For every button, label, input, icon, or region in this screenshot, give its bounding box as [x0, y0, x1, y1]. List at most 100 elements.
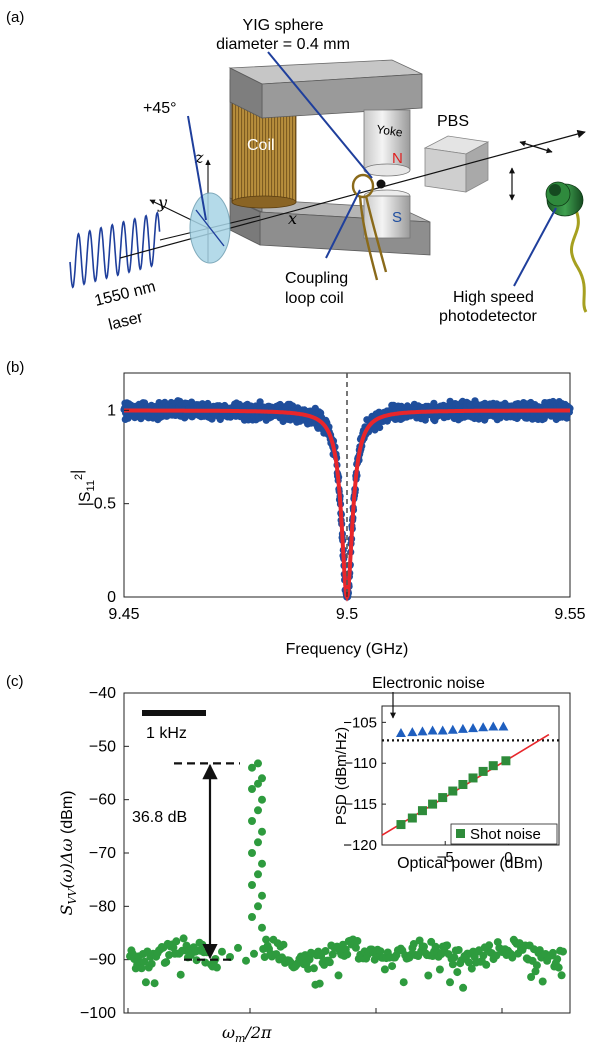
panel-c-ytick-label: −50: [89, 738, 116, 755]
panel-b-ytick-label: 0: [107, 589, 116, 606]
panel-c-data-point: [454, 946, 463, 954]
panel-c-data-point: [548, 948, 557, 957]
panel-c-peak-point: [254, 779, 262, 788]
panel-c-peak-point: [254, 806, 262, 815]
panel-c-data-point: [399, 978, 408, 987]
inset-ytick-label: −115: [344, 796, 377, 813]
electronic-noise-point: [447, 724, 458, 734]
panel-c-data-point: [448, 960, 457, 969]
south-label: S: [392, 209, 402, 226]
panel-c-peak-point: [248, 817, 256, 825]
panel-c-peak-point: [254, 838, 262, 847]
panel-c-data-point: [176, 970, 185, 979]
panel-c-ytick-label: −40: [89, 685, 116, 702]
inset-xlabel: Optical power (dBm): [397, 855, 543, 872]
inset-xtick-label: −5: [437, 849, 454, 866]
scale-bar-label: 1 kHz: [146, 725, 187, 742]
polarization-arrows: [509, 140, 553, 201]
panel-c-label: (c): [6, 673, 24, 690]
shot-noise-point: [488, 761, 498, 771]
panel-c-xtick-omega: ωm/2π: [222, 1023, 272, 1045]
coupling-loop: [351, 173, 388, 281]
shot-noise-point: [478, 766, 488, 776]
shot-noise-point: [468, 773, 478, 783]
panel-c-data-point: [508, 953, 517, 962]
panel-b-xlabel: Frequency (GHz): [286, 641, 409, 658]
panel-c-data-point: [424, 971, 433, 980]
panel-b-ytick-label: 0.5: [94, 496, 116, 513]
panel-b-data-point: [376, 423, 384, 432]
panel-c-data-point: [485, 941, 494, 950]
panel-c-data-point: [218, 947, 226, 956]
pbs-cube: PBS: [423, 113, 490, 193]
panel-c-data-point: [343, 950, 352, 959]
panel-c-data-point: [459, 983, 468, 992]
panel-c-data-point: [351, 943, 360, 952]
panel-c-data-point: [538, 977, 547, 986]
electronic-noise-point: [427, 725, 438, 735]
panel-c-data-point: [380, 965, 389, 974]
panel-c-peak-point: [258, 795, 266, 804]
yoke-label: Yoke: [376, 122, 404, 140]
panel-c-data-point: [140, 957, 149, 966]
electronic-noise-point: [478, 722, 489, 732]
axis-z-label: z: [194, 148, 204, 167]
panel-c: (c) −100−90−80−70−60−50−40 1 kHz 36.8 dB…: [6, 673, 571, 1045]
panel-b-xtick-label: 9.45: [108, 606, 139, 623]
electronic-noise-point: [488, 721, 499, 731]
panel-c-data-point: [198, 940, 207, 949]
panel-c-data-point: [435, 965, 444, 974]
dynamic-range-annotation: [174, 762, 240, 961]
inset-plot: −5 0 −120 −115 −110 −105 Electronic noise Sho…: [333, 675, 560, 872]
pd-label-line1: High speed: [453, 289, 534, 306]
photodetector: [545, 181, 588, 313]
shot-noise-point: [501, 756, 511, 766]
panel-c-data-point: [260, 953, 269, 961]
panel-c-peak-point: [248, 785, 256, 793]
panel-c-ytick-label: −90: [89, 952, 116, 969]
panel-c-data-point: [450, 953, 459, 962]
panel-c-data-point: [479, 951, 488, 960]
inset-legend-marker: [456, 829, 465, 838]
inset-ytick-label: −110: [344, 755, 377, 772]
panel-b-xtick-label: 9.5: [336, 606, 358, 623]
panel-c-data-point: [315, 979, 324, 988]
panel-c-data-point: [532, 961, 541, 970]
panel-c-data-point: [482, 960, 491, 969]
polarizer-angle-label: +45°: [143, 100, 177, 117]
panel-a-label: (a): [6, 9, 24, 26]
panel-c-data-point: [554, 963, 563, 972]
panel-c-data-point: [553, 955, 562, 964]
panel-c-data-point: [467, 964, 476, 973]
panel-c-data-point: [531, 967, 540, 976]
panel-c-ylabel: SVV(ω)Δω (dBm): [57, 791, 79, 916]
yig-sphere: [376, 179, 386, 189]
panel-c-data-point: [321, 947, 330, 955]
pole-south: S: [363, 189, 411, 239]
panel-c-peak-point: [258, 891, 266, 900]
panel-c-data-point: [527, 973, 536, 981]
loop-label-line2: loop coil: [285, 290, 344, 307]
north-label: N: [392, 150, 403, 167]
electronic-noise-point: [395, 727, 406, 737]
panel-c-data-point: [446, 978, 454, 987]
panel-c-data-point: [492, 951, 501, 960]
inset-title: Electronic noise: [372, 675, 485, 692]
panel-b-data-point: [563, 414, 571, 422]
panel-c-ytick-label: −80: [89, 898, 116, 915]
panel-c-data-point: [262, 935, 271, 944]
panel-b-xtick-label: 9.55: [554, 606, 585, 623]
panel-c-data-point: [420, 942, 428, 951]
panel-c-data-point: [353, 937, 362, 945]
panel-c-ytick-label: −100: [80, 1005, 116, 1022]
panel-c-data-point: [443, 941, 452, 950]
yoke-top-arm: [228, 59, 423, 119]
panel-c-data-point: [147, 959, 156, 968]
panel-c-psd-data: [126, 759, 567, 992]
inset-data: [381, 721, 559, 836]
panel-c-data-point: [212, 963, 221, 972]
loop-label-line1: Coupling: [285, 270, 348, 287]
panel-c-data-point: [376, 947, 385, 956]
panel-c-data-point: [169, 943, 178, 952]
